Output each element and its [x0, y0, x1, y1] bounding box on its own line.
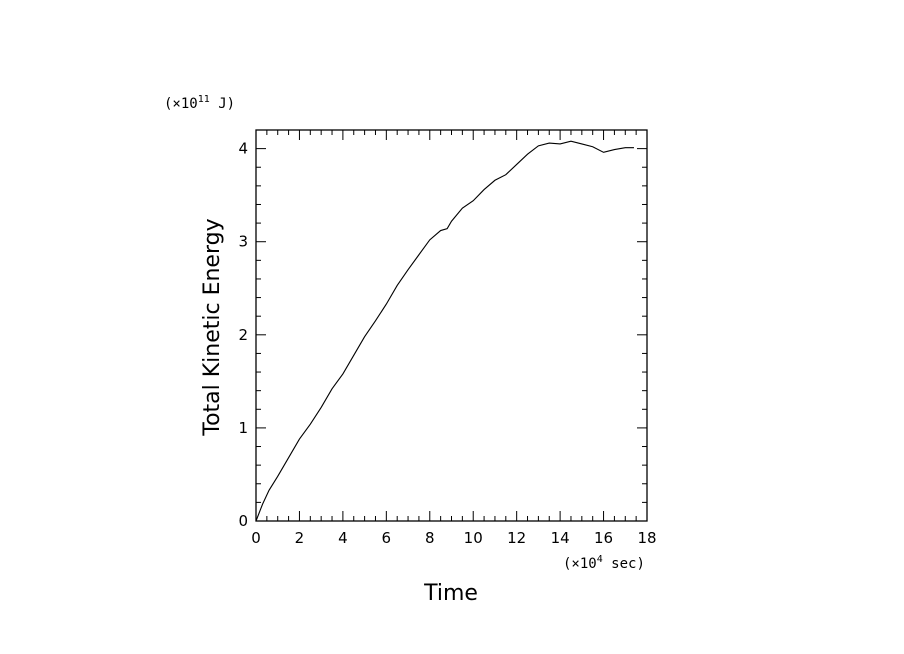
x-unit-label: (×104 sec)	[563, 554, 645, 572]
x-tick-label: 2	[295, 529, 305, 547]
x-tick-label: 14	[551, 529, 570, 547]
plot-frame	[255, 129, 648, 522]
x-tick-labels: 0 2 4 6 8 10 12 14 16 18	[251, 529, 656, 547]
x-tick-label: 10	[464, 529, 483, 547]
x-tick-label: 8	[425, 529, 435, 547]
series-line-total-kinetic-energy	[255, 140, 634, 522]
x-tick-label: 16	[594, 529, 613, 547]
axis-ticks	[255, 129, 648, 522]
x-tick-label: 18	[637, 529, 656, 547]
x-tick-label: 12	[507, 529, 526, 547]
y-tick-label: 1	[238, 419, 248, 437]
x-tick-label: 0	[251, 529, 261, 547]
x-axis-label: Time	[423, 581, 478, 606]
x-tick-label: 6	[382, 529, 392, 547]
y-unit-label: (×1011 J)	[164, 94, 235, 112]
y-tick-label: 2	[238, 326, 248, 344]
y-axis-label: Total Kinetic Energy	[200, 218, 225, 436]
y-tick-label: 3	[238, 233, 248, 251]
y-tick-label: 0	[238, 512, 248, 530]
y-tick-label: 4	[238, 140, 248, 158]
x-tick-label: 4	[338, 529, 348, 547]
y-tick-labels: 0 1 2 3 4	[238, 140, 248, 530]
